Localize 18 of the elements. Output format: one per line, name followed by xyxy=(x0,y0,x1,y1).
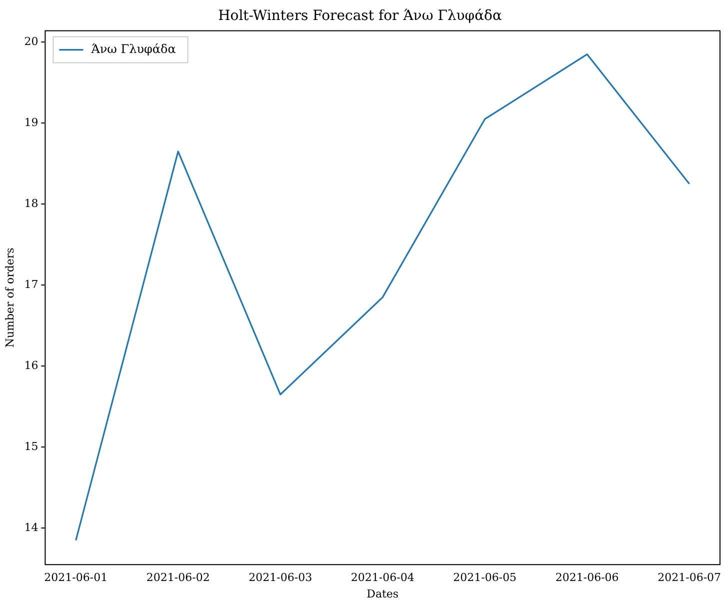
x-tick-label: 2021-06-06 xyxy=(555,571,619,584)
x-axis-title: Dates xyxy=(366,587,399,600)
y-tick-label: 19 xyxy=(24,116,38,129)
y-tick-label: 14 xyxy=(24,521,38,534)
y-tick-label: 17 xyxy=(24,278,38,292)
legend-label: Άνω Γλυφάδα xyxy=(90,42,176,56)
x-tick-label: 2021-06-05 xyxy=(453,571,517,584)
y-axis-title: Number of orders xyxy=(3,247,16,348)
y-tick-label: 20 xyxy=(24,35,38,48)
x-tick-label: 2021-06-02 xyxy=(146,571,210,584)
y-tick-label: 18 xyxy=(24,197,38,210)
x-tick-label: 2021-06-03 xyxy=(248,571,312,584)
y-tick-label: 15 xyxy=(24,440,38,454)
chart-title: Holt-Winters Forecast for Άνω Γλυφάδα xyxy=(218,8,502,24)
x-tick-label: 2021-06-07 xyxy=(658,571,722,584)
x-tick-label: 2021-06-04 xyxy=(350,571,414,584)
x-tick-label: 2021-06-01 xyxy=(44,571,108,584)
y-tick-label: 16 xyxy=(24,359,38,372)
